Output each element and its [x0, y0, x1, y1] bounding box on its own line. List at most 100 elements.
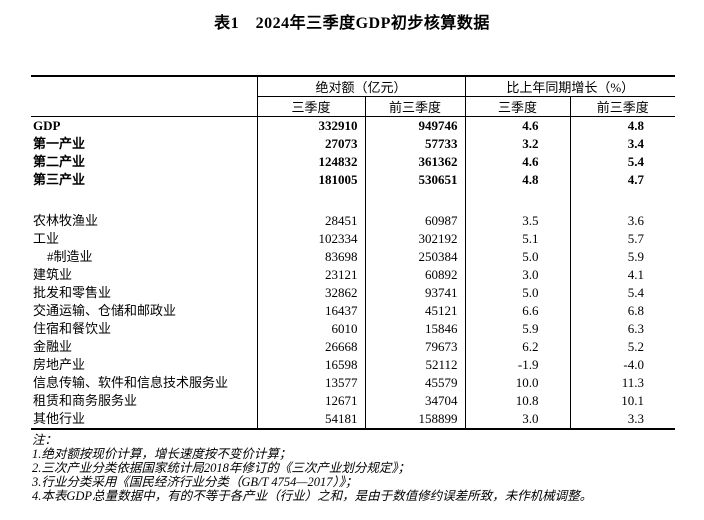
- cell-value: 5.9: [464, 320, 571, 338]
- cell-value: 361362: [364, 153, 466, 171]
- cell-value: 45579: [364, 374, 466, 392]
- cell-value: 16598: [256, 356, 365, 374]
- table-row: 工业 102334 302192 5.1 5.7: [31, 230, 676, 248]
- cell-value: 332910: [256, 116, 365, 135]
- notes-heading: 注：: [32, 433, 58, 447]
- cell-value: [569, 189, 676, 212]
- subheader-growth-first-three-quarters: 前三季度: [569, 96, 676, 117]
- cell-value: 5.0: [464, 248, 571, 266]
- cell-value: [364, 189, 466, 212]
- cell-value: 6010: [256, 320, 365, 338]
- table-row: 房地产业 16598 52112 -1.9 -4.0: [31, 356, 676, 374]
- table-title: 表1 2024年三季度GDP初步核算数据: [214, 15, 490, 32]
- cell-value: 15846: [364, 320, 466, 338]
- cell-value: 13577: [256, 374, 365, 392]
- cell-value: 28451: [256, 212, 365, 230]
- row-label: 租赁和商务服务业: [33, 393, 138, 408]
- cell-value: 3.0: [464, 266, 571, 284]
- cell-value: 32862: [256, 284, 365, 302]
- row-label: 第三产业: [33, 172, 86, 187]
- cell-value: 3.4: [569, 135, 676, 153]
- cell-value: 5.4: [569, 153, 676, 171]
- cell-value: 12671: [256, 392, 365, 410]
- row-label: 农林牧渔业: [33, 213, 99, 228]
- cell-value: 6.3: [569, 320, 676, 338]
- note-line: 3.行业分类采用《国民经济行业分类（GB/T 4754—2017）》；: [32, 475, 358, 489]
- table-row: 建筑业 23121 60892 3.0 4.1: [31, 266, 676, 284]
- table-row: 信息传输、软件和信息技术服务业 13577 45579 10.0 11.3: [31, 374, 676, 392]
- cell-value: 26668: [256, 338, 365, 356]
- cell-value: 11.3: [569, 374, 676, 392]
- cell-value: 302192: [364, 230, 466, 248]
- cell-value: 57733: [364, 135, 466, 153]
- cell-value: 6.2: [464, 338, 571, 356]
- cell-value: 23121: [256, 266, 365, 284]
- table-row: 交通运输、仓储和邮政业 16437 45121 6.6 6.8: [31, 302, 676, 320]
- cell-value: 83698: [256, 248, 365, 266]
- cell-value: 250384: [364, 248, 466, 266]
- cell-value: 10.0: [464, 374, 571, 392]
- cell-value: 4.7: [569, 171, 676, 189]
- header-group-row: 绝对额（亿元） 比上年同期增长（%）: [31, 76, 676, 117]
- table-row: GDP 332910 949746 4.6 4.8: [31, 116, 676, 135]
- cell-value: 5.0: [464, 284, 571, 302]
- cell-value: 45121: [364, 302, 466, 320]
- table-row: 金融业 26668 79673 6.2 5.2: [31, 338, 676, 356]
- cell-value: 54181: [256, 410, 365, 429]
- cell-value: 3.6: [569, 212, 676, 230]
- table-row: 第三产业 181005 530651 4.8 4.7: [31, 171, 676, 189]
- spacer-row: [31, 189, 676, 212]
- note-line: 1.绝对额按现价计算，增长速度按不变价计算；: [32, 447, 292, 461]
- cell-value: 60987: [364, 212, 466, 230]
- subheader-abs-q3: 三季度: [256, 96, 365, 117]
- cell-value: 5.9: [569, 248, 676, 266]
- cell-value: 4.6: [464, 153, 571, 171]
- cell-value: 34704: [364, 392, 466, 410]
- row-label: 金融业: [33, 339, 73, 354]
- cell-value: 4.1: [569, 266, 676, 284]
- table-row: 农林牧渔业 28451 60987 3.5 3.6: [31, 212, 676, 230]
- cell-value: 6.6: [464, 302, 571, 320]
- table-row: 第二产业 124832 361362 4.6 5.4: [31, 153, 676, 171]
- note-line: 4.本表GDP总量数据中，有的不等于各产业（行业）之和，是由于数值修约误差所致，…: [32, 489, 593, 503]
- cell-value: [464, 189, 571, 212]
- row-label: 批发和零售业: [33, 285, 112, 300]
- cell-value: 10.1: [569, 392, 676, 410]
- row-label: 第二产业: [33, 154, 86, 169]
- subheader-growth-q3: 三季度: [464, 96, 571, 117]
- cell-value: 10.8: [464, 392, 571, 410]
- cell-value: 4.8: [569, 116, 676, 135]
- table-row: 租赁和商务服务业 12671 34704 10.8 10.1: [31, 392, 676, 410]
- cell-value: 3.0: [464, 410, 571, 429]
- cell-value: 181005: [256, 171, 365, 189]
- cell-value: 158899: [364, 410, 466, 429]
- row-label: 交通运输、仓储和邮政业: [33, 303, 177, 318]
- row-label: [31, 189, 257, 212]
- cell-value: 27073: [256, 135, 365, 153]
- cell-value: 60892: [364, 266, 466, 284]
- cell-value: 949746: [364, 116, 466, 135]
- row-label: 建筑业: [33, 267, 73, 282]
- table-row: 第一产业 27073 57733 3.2 3.4: [31, 135, 676, 153]
- cell-value: 5.7: [569, 230, 676, 248]
- table-row: 批发和零售业 32862 93741 5.0 5.4: [31, 284, 676, 302]
- cell-value: 52112: [364, 356, 466, 374]
- gdp-table: 绝对额（亿元） 比上年同期增长（%） 三季度 前三季度 三季度 前三季度 GDP…: [31, 75, 676, 430]
- row-label: GDP: [33, 118, 61, 133]
- column-group-absolute-amount: 绝对额（亿元）: [256, 76, 466, 97]
- cell-value: 102334: [256, 230, 365, 248]
- cell-value: 4.8: [464, 171, 571, 189]
- cell-value: 5.1: [464, 230, 571, 248]
- cell-value: 5.4: [569, 284, 676, 302]
- row-label: 第一产业: [33, 136, 86, 151]
- cell-value: 3.3: [569, 410, 676, 429]
- cell-value: 3.2: [464, 135, 571, 153]
- note-line: 2.三次产业分类依据国家统计局2018年修订的《三次产业划分规定》；: [32, 461, 411, 475]
- row-label: 房地产业: [33, 357, 86, 372]
- column-group-yoy-growth: 比上年同期增长（%）: [464, 76, 676, 97]
- cell-value: -4.0: [569, 356, 676, 374]
- cell-value: 16437: [256, 302, 365, 320]
- notes-list: 1.绝对额按现价计算，增长速度按不变价计算； 2.三次产业分类依据国家统计局201…: [32, 447, 704, 503]
- cell-value: 93741: [364, 284, 466, 302]
